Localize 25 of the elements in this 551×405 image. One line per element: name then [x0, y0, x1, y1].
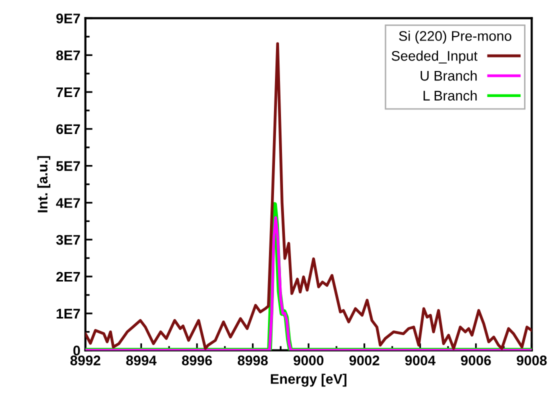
y-tick-label: 2E7 [56, 272, 80, 282]
x-tick-label: 9004 [405, 356, 436, 366]
y-tick-label: 1E7 [56, 308, 80, 318]
x-tick-label: 8998 [238, 356, 268, 366]
y-tick-label: 5E7 [56, 161, 80, 171]
x-tick-label: 9008 [516, 356, 547, 366]
x-axis-title: Energy [eV] [270, 374, 346, 387]
x-tick-label: 9006 [460, 356, 491, 366]
x-tick-label: 9000 [294, 356, 324, 366]
legend-title: Si (220) Pre-mono [399, 30, 512, 44]
legend-label: L Branch [424, 90, 477, 101]
legend-label: Seeded_Input [392, 50, 478, 64]
y-tick-label: 6E7 [56, 124, 80, 134]
legend-label: U Branch [420, 70, 477, 81]
y-tick-label: 9E7 [56, 14, 80, 24]
y-axis-title: Int. [a.u.] [37, 156, 50, 212]
x-tick-label: 8994 [126, 356, 157, 366]
y-tick-label: 0 [73, 346, 80, 356]
x-tick-label: 8996 [182, 356, 212, 366]
y-tick-label: 3E7 [56, 234, 80, 245]
y-tick-label: 8E7 [56, 50, 80, 60]
y-tick-label: 4E7 [56, 198, 80, 208]
y-tick-label: 7E7 [56, 88, 80, 98]
x-tick-label: 8992 [70, 356, 100, 366]
x-tick-label: 9002 [349, 356, 380, 366]
